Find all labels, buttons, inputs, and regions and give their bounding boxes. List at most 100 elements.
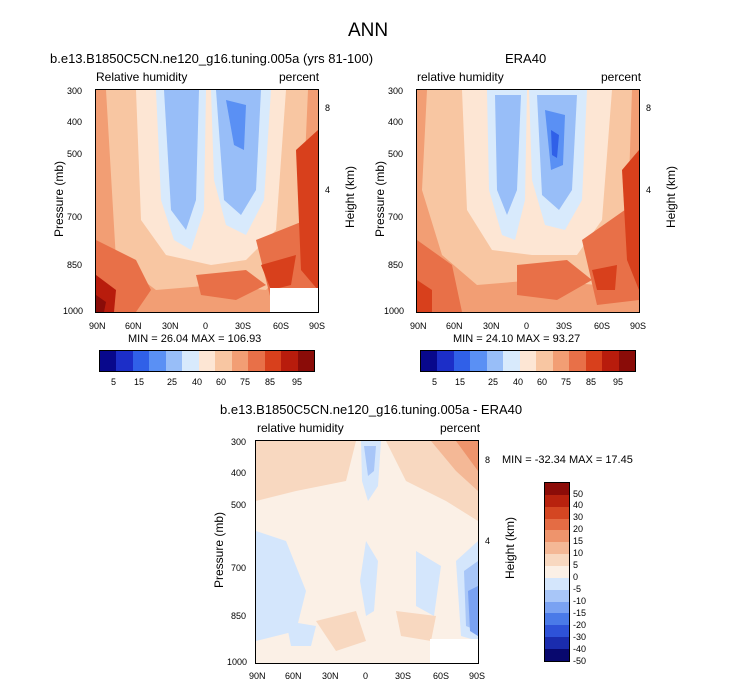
colorbar-swatch bbox=[545, 613, 569, 626]
y-axis-label: Pressure (mb) bbox=[373, 161, 387, 238]
colorbar-swatch bbox=[545, 494, 569, 507]
x-tick: 30N bbox=[322, 671, 339, 681]
units-label: percent bbox=[279, 70, 320, 84]
colorbar-label: -30 bbox=[573, 632, 587, 642]
x-tick: 60S bbox=[433, 671, 450, 681]
y-tick: 300 bbox=[67, 86, 83, 96]
colorbar-label: 60 bbox=[216, 377, 227, 387]
colorbar bbox=[544, 482, 570, 662]
variable-label: Relative humidity bbox=[96, 70, 188, 84]
min-max-readout: MIN = 24.10 MAX = 93.27 bbox=[453, 333, 581, 345]
x-tick: 90N bbox=[89, 321, 106, 331]
colorbar-swatch bbox=[421, 351, 438, 371]
x-tick: 30S bbox=[235, 321, 252, 331]
colorbar-swatch bbox=[545, 483, 569, 495]
colorbar-swatch bbox=[100, 351, 117, 371]
colorbar-label: 25 bbox=[488, 377, 499, 387]
colorbar-swatch bbox=[437, 351, 454, 371]
min-max-readout: MIN = -32.34 MAX = 17.45 bbox=[502, 454, 633, 466]
y-tick: 700 bbox=[388, 212, 404, 222]
colorbar-swatch bbox=[470, 351, 487, 371]
colorbar-swatch bbox=[545, 589, 569, 602]
x-tick: 60S bbox=[594, 321, 611, 331]
colorbar-swatch bbox=[281, 351, 298, 371]
colorbar-label: 50 bbox=[573, 489, 584, 499]
panel-title: b.e13.B1850C5CN.ne120_g16.tuning.005a (y… bbox=[50, 51, 374, 66]
colorbar-swatch bbox=[545, 566, 569, 578]
height-tick: 8 bbox=[325, 103, 331, 113]
colorbar-swatch bbox=[545, 542, 569, 555]
contour-plot bbox=[255, 440, 479, 664]
height-tick: 4 bbox=[325, 185, 331, 195]
y-axis-label: Pressure (mb) bbox=[52, 161, 66, 238]
colorbar-label: 20 bbox=[573, 524, 584, 534]
colorbar-label: 75 bbox=[561, 377, 572, 387]
colorbar-label: 5 bbox=[573, 560, 579, 570]
x-tick: 60N bbox=[446, 321, 463, 331]
y-axis-label-right: Height (km) bbox=[343, 166, 357, 229]
contour-plot bbox=[95, 89, 319, 313]
x-tick: 60N bbox=[125, 321, 142, 331]
x-tick: 0 bbox=[203, 321, 209, 331]
y-tick: 850 bbox=[388, 260, 404, 270]
y-tick: 1000 bbox=[384, 306, 405, 316]
colorbar bbox=[420, 350, 636, 372]
y-axis-label-right: Height (km) bbox=[503, 517, 517, 580]
colorbar-swatch bbox=[182, 351, 199, 371]
colorbar-swatch bbox=[545, 518, 569, 531]
units-label: percent bbox=[440, 421, 481, 435]
x-tick: 90S bbox=[309, 321, 326, 331]
x-tick: 90N bbox=[249, 671, 266, 681]
y-tick: 700 bbox=[67, 212, 83, 222]
colorbar-label: 60 bbox=[537, 377, 548, 387]
x-tick: 90N bbox=[410, 321, 427, 331]
y-axis-label-right: Height (km) bbox=[664, 166, 678, 229]
height-tick: 4 bbox=[646, 185, 652, 195]
colorbar-swatch bbox=[132, 351, 150, 371]
x-tick: 0 bbox=[363, 671, 369, 681]
colorbar bbox=[99, 350, 315, 372]
colorbar-label: 75 bbox=[240, 377, 251, 387]
colorbar-label: 5 bbox=[111, 377, 117, 387]
colorbar-label: -50 bbox=[573, 656, 587, 666]
y-tick: 500 bbox=[231, 500, 247, 510]
y-tick: 700 bbox=[231, 563, 247, 573]
y-tick: 400 bbox=[231, 468, 247, 478]
x-tick: 90S bbox=[630, 321, 647, 331]
colorbar-swatch bbox=[297, 351, 315, 371]
colorbar-swatch bbox=[618, 351, 636, 371]
y-tick: 300 bbox=[388, 86, 404, 96]
variable-label: relative humidity bbox=[417, 70, 504, 84]
colorbar-label: 15 bbox=[134, 377, 145, 387]
colorbar-swatch bbox=[545, 625, 569, 638]
y-tick: 400 bbox=[388, 117, 404, 127]
colorbar-label: -5 bbox=[573, 584, 582, 594]
colorbar-swatch bbox=[165, 351, 183, 371]
y-tick: 850 bbox=[67, 260, 83, 270]
x-tick: 60S bbox=[273, 321, 290, 331]
colorbar-label: 95 bbox=[292, 377, 303, 387]
colorbar-swatch bbox=[215, 351, 232, 371]
x-tick: 30N bbox=[483, 321, 500, 331]
colorbar-swatch bbox=[602, 351, 619, 371]
x-tick: 90S bbox=[469, 671, 486, 681]
y-tick: 300 bbox=[231, 437, 247, 447]
colorbar-label: 85 bbox=[265, 377, 276, 387]
colorbar-label: 25 bbox=[167, 377, 178, 387]
colorbar-swatch bbox=[453, 351, 471, 371]
panel-title: b.e13.B1850C5CN.ne120_g16.tuning.005a - … bbox=[220, 402, 523, 417]
colorbar-swatch bbox=[552, 351, 570, 371]
colorbar-swatch bbox=[569, 351, 586, 371]
colorbar-label: -20 bbox=[573, 620, 587, 630]
y-tick: 400 bbox=[67, 117, 83, 127]
colorbar-label: 15 bbox=[455, 377, 466, 387]
colorbar-swatch bbox=[264, 351, 282, 371]
colorbar-swatch bbox=[231, 351, 249, 371]
y-axis-label: Pressure (mb) bbox=[212, 512, 226, 589]
colorbar-label: 40 bbox=[573, 500, 584, 510]
colorbar-label: 95 bbox=[613, 377, 624, 387]
colorbar-swatch bbox=[545, 554, 569, 567]
colorbar-label: 5 bbox=[432, 377, 438, 387]
min-max-readout: MIN = 26.04 MAX = 106.93 bbox=[128, 333, 262, 345]
height-tick: 4 bbox=[485, 536, 491, 546]
